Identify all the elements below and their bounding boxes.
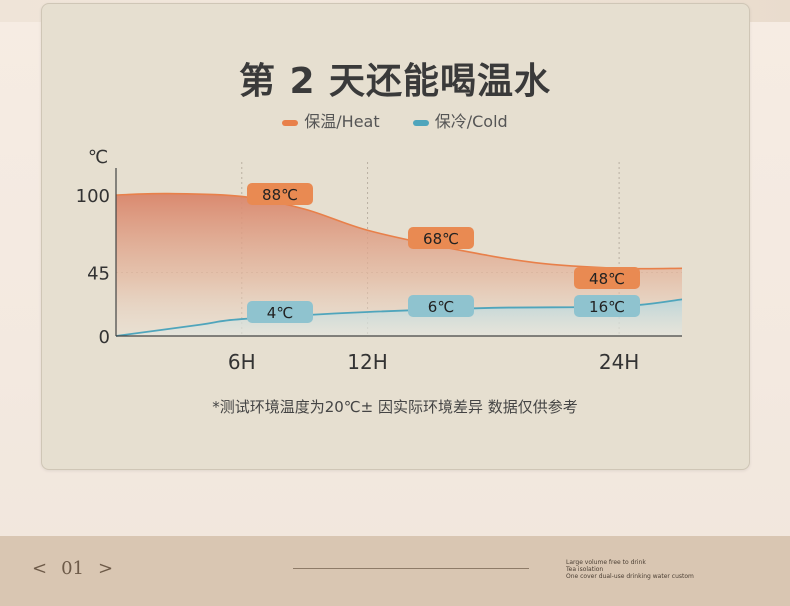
footer-divider: [293, 568, 529, 569]
y-unit-label: ℃: [88, 147, 108, 168]
heat-data-label-bg: [408, 227, 474, 249]
legend-cold-label: 保冷/Cold: [434, 112, 508, 131]
legend-cold: 保冷/Cold: [412, 108, 508, 132]
y-tick-label: 45: [87, 264, 110, 285]
cold-data-label-bg: [247, 301, 313, 323]
legend-cold-swatch: [412, 119, 429, 126]
heat-line: [115, 192, 683, 270]
y-tick-label: 100: [76, 186, 110, 207]
heat-data-label-bg: [574, 267, 640, 289]
heat-data-label: 48℃: [574, 267, 640, 289]
x-tick-label: 12H: [347, 350, 388, 374]
cold-data-label-text: 4℃: [267, 304, 293, 322]
prev-arrow[interactable]: <: [32, 558, 48, 579]
footer-caption-line: Large volume free to drink: [566, 559, 646, 566]
heat-data-label-bg: [247, 183, 313, 205]
legend: 保温/Heat 保冷/Cold: [0, 108, 790, 132]
x-tick-label: 6H: [228, 350, 256, 374]
x-tick-label: 24H: [599, 350, 640, 374]
page-number: 01: [61, 558, 84, 579]
footer-caption-line: One cover dual-use drinking water custom: [566, 573, 694, 580]
pager: <01 >: [32, 558, 127, 579]
y-tick-label: 0: [99, 327, 110, 348]
next-arrow[interactable]: >: [98, 558, 114, 579]
heat-data-label: 68℃: [408, 227, 474, 249]
chart-title: 第 2 天还能喝温水: [238, 61, 552, 102]
footer-bar: <01 > Large volume free to drink Tea isol…: [0, 536, 790, 606]
cold-data-label: 16℃: [574, 295, 640, 317]
heat-data-label-text: 68℃: [423, 230, 459, 248]
heat-data-label: 88℃: [247, 183, 313, 205]
cold-data-label-bg: [408, 295, 474, 317]
footer-caption-line: Tea isolation: [566, 566, 604, 573]
test-note: *测试环境温度为20℃± 因实际环境差异 数据仅供参考: [212, 398, 578, 416]
legend-heat-swatch: [282, 119, 299, 126]
footer-caption: Large volume free to drink Tea isolation…: [566, 559, 694, 580]
cold-data-label-text: 6℃: [428, 298, 454, 316]
heat-data-label-text: 48℃: [589, 270, 625, 288]
heat-data-label-text: 88℃: [262, 186, 298, 204]
legend-heat: 保温/Heat: [282, 108, 380, 132]
cold-data-label-bg: [574, 295, 640, 317]
heat-area: [116, 193, 682, 336]
cold-data-label: 4℃: [247, 301, 313, 323]
cold-area: [116, 299, 682, 336]
legend-heat-label: 保温/Heat: [304, 112, 380, 131]
cold-data-label-text: 16℃: [589, 298, 625, 316]
cold-data-label: 6℃: [408, 295, 474, 317]
temperature-chart: ℃ 100 45 0 6H 12H 24H 88℃ 68℃ 48℃ 4℃ 6℃ 16℃: [76, 147, 683, 374]
